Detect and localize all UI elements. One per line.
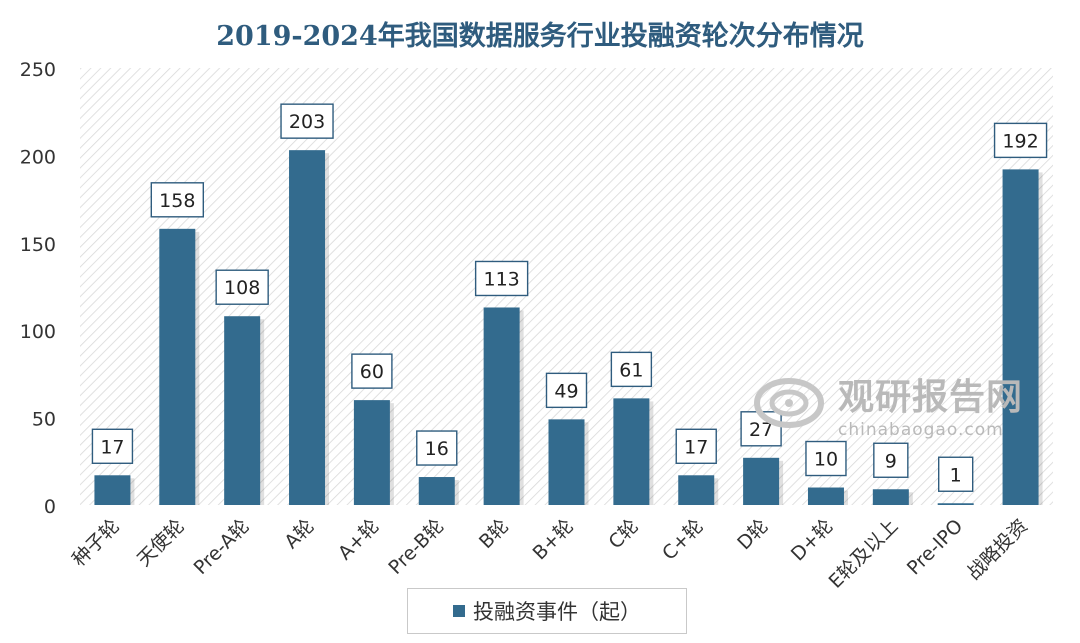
legend: 投融资事件（起） (407, 588, 687, 634)
x-tick-label: Pre-A轮 (190, 515, 254, 579)
bar (807, 487, 844, 505)
data-label-box (280, 103, 334, 139)
x-tick-label: A+轮 (334, 515, 383, 564)
bar (483, 307, 520, 505)
x-tick-label: C轮 (605, 515, 643, 553)
legend-label: 投融资事件（起） (473, 600, 641, 624)
bar (872, 489, 909, 505)
bar (937, 503, 974, 505)
data-label: 17 (100, 436, 124, 458)
bar (613, 398, 650, 505)
watermark-logo-icon (754, 378, 824, 428)
data-label-box (938, 456, 974, 492)
data-label-box (474, 260, 529, 297)
data-label-box (351, 353, 393, 389)
data-label-box (150, 182, 205, 218)
bar (289, 150, 326, 505)
y-tick-label: 150 (20, 234, 56, 256)
data-label: 113 (484, 268, 520, 290)
data-label: 60 (360, 361, 384, 383)
bar (743, 457, 780, 505)
bar (678, 475, 715, 505)
x-tick-label: B轮 (475, 515, 513, 553)
data-label: 192 (1002, 130, 1038, 152)
x-tick-label: 种子轮 (68, 515, 124, 571)
data-label-box (993, 122, 1048, 159)
y-tick-label: 0 (44, 496, 56, 518)
data-label-box (873, 442, 909, 478)
data-label-box (675, 428, 717, 464)
legend-swatch (453, 605, 465, 617)
chart-title: 2019-2024年我国数据服务行业投融资轮次分布情况 (216, 21, 864, 52)
data-label: 10 (814, 449, 838, 471)
bar (1002, 169, 1039, 505)
data-label-box (416, 430, 458, 466)
data-label: 17 (684, 436, 708, 458)
y-tick-label: 100 (20, 321, 56, 343)
x-tick-label: A轮 (280, 515, 318, 553)
y-tick-label: 250 (20, 59, 56, 81)
data-label-box (215, 269, 269, 305)
x-tick-label: D轮 (733, 515, 772, 554)
data-label: 203 (289, 111, 325, 133)
x-tick-label: Pre-IPO (903, 515, 967, 579)
y-tick-label: 50 (32, 409, 56, 431)
bar (159, 228, 196, 506)
data-label-box (91, 428, 134, 464)
x-tick-label: D+轮 (787, 515, 838, 566)
x-tick-label: C+轮 (658, 515, 708, 565)
bar (353, 400, 390, 505)
data-label-box (610, 351, 653, 388)
watermark-name: 观研报告网 (838, 377, 1024, 418)
watermark: 观研报告网 chinabaogao.com (754, 376, 1023, 440)
data-label: 158 (159, 190, 195, 212)
x-tick-label: E轮及以上 (825, 515, 903, 593)
bar (94, 475, 131, 505)
data-label: 16 (425, 438, 449, 460)
x-tick-label: 天使轮 (133, 515, 189, 571)
data-label: 1 (950, 464, 962, 486)
x-tick-label: 战略投资 (963, 515, 1032, 584)
bar (418, 477, 455, 505)
watermark-site: chinabaogao.com (838, 420, 1004, 440)
data-label: 61 (619, 359, 643, 381)
data-label: 9 (885, 450, 897, 472)
bar (548, 419, 585, 505)
data-label-box (545, 372, 588, 409)
data-label-box (805, 440, 847, 477)
y-tick-label: 200 (20, 146, 56, 168)
x-tick-label: B+轮 (529, 515, 578, 564)
x-tick-label: Pre-B轮 (384, 515, 448, 579)
bar (224, 316, 261, 505)
data-label: 27 (749, 419, 773, 441)
data-label: 108 (224, 277, 260, 299)
data-label: 49 (554, 380, 578, 402)
